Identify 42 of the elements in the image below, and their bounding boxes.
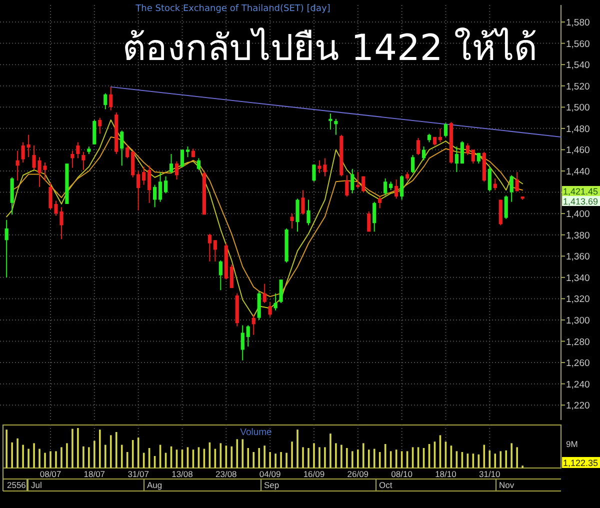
y-tick-label: 1,380 bbox=[566, 230, 590, 242]
y-tick-label: 1,280 bbox=[566, 336, 590, 348]
y-tick-label: 1,580 bbox=[566, 18, 590, 29]
x-tick-label: 31/07 bbox=[128, 469, 150, 479]
x-tick-label: 04/09 bbox=[259, 469, 281, 479]
text: 2556 bbox=[7, 480, 26, 490]
x-tick-label: 08/10 bbox=[391, 469, 413, 479]
text: 1,413.69 bbox=[563, 196, 598, 206]
text: Nov bbox=[499, 480, 515, 490]
text: Oct bbox=[379, 480, 393, 490]
text: ต้องกลับไปยืน 1422 ให้ได้ bbox=[122, 27, 538, 69]
y-tick-label: 1,460 bbox=[566, 145, 590, 156]
y-tick-label: 1,240 bbox=[566, 379, 590, 390]
text: 1,421.45 bbox=[563, 186, 598, 196]
text: 1,122.35 bbox=[563, 458, 598, 468]
x-tick-label: 18/07 bbox=[84, 469, 106, 479]
y-tick-label: 1,320 bbox=[566, 294, 590, 306]
y-tick-label: 1,260 bbox=[566, 358, 590, 370]
y-tick-label: 1,500 bbox=[566, 102, 590, 114]
y-tick-label: 1,560 bbox=[566, 38, 590, 50]
x-tick-label: 13/08 bbox=[172, 469, 194, 479]
text: Sep bbox=[264, 480, 280, 490]
chart-subtitle: The Stock Exchange of Thailand(SET) [day] bbox=[134, 4, 330, 14]
y-tick-label: 1,480 bbox=[566, 124, 590, 135]
x-tick-label: 08/07 bbox=[40, 469, 62, 479]
y-tick-label: 1,400 bbox=[566, 209, 590, 220]
y-tick-label: 1,220 bbox=[566, 400, 590, 412]
y-tick-label: 1,300 bbox=[566, 315, 590, 326]
x-tick-label: 31/10 bbox=[479, 469, 501, 479]
y-tick-label: 1,540 bbox=[566, 60, 590, 72]
text: 9M bbox=[566, 439, 578, 449]
text: Aug bbox=[147, 480, 162, 490]
text: Jul bbox=[31, 480, 42, 490]
chart-title: Volume bbox=[240, 427, 272, 438]
y-tick-label: 1,360 bbox=[566, 252, 590, 263]
y-tick-label: 1,340 bbox=[566, 272, 590, 284]
y-tick-label: 1,520 bbox=[566, 81, 590, 92]
x-tick-label: 23/08 bbox=[216, 469, 238, 479]
x-tick-label: 16/09 bbox=[303, 469, 325, 479]
x-tick-label: 18/10 bbox=[435, 469, 457, 479]
x-tick-label: 26/09 bbox=[347, 469, 369, 479]
y-tick-label: 1,440 bbox=[566, 166, 590, 178]
